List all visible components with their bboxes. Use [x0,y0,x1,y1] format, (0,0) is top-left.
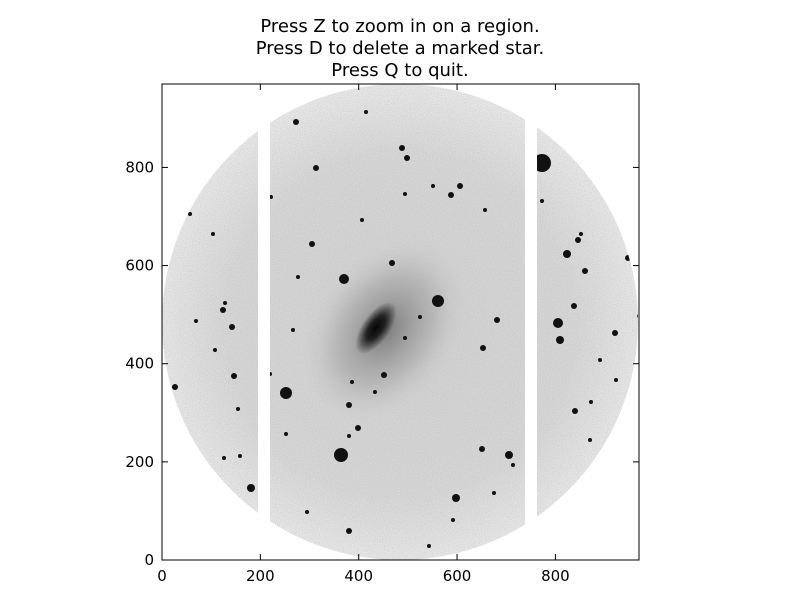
star-marker[interactable] [625,255,631,261]
star-marker[interactable] [373,390,377,394]
star-marker[interactable] [399,145,405,151]
x-tick-label: 800 [541,567,570,585]
star-marker[interactable] [247,484,255,492]
sky-image [162,84,638,560]
star-marker[interactable] [346,402,352,408]
stars-layer [172,110,638,548]
star-marker[interactable] [511,463,515,467]
star-marker[interactable] [457,183,463,189]
star-marker[interactable] [598,358,602,362]
image-axes[interactable] [150,80,650,570]
x-tick-label: 400 [344,567,373,585]
star-marker[interactable] [571,303,577,309]
star-marker[interactable] [347,434,351,438]
y-tick-label: 800 [125,158,154,176]
star-marker[interactable] [553,318,563,328]
title-line-1: Press Z to zoom in on a region. [260,16,540,37]
star-marker[interactable] [452,494,460,502]
star-marker[interactable] [575,237,581,243]
star-marker[interactable] [296,275,300,279]
star-marker[interactable] [582,268,588,274]
star-marker[interactable] [572,408,578,414]
star-marker[interactable] [229,324,235,330]
star-marker[interactable] [309,241,315,247]
star-marker[interactable] [355,425,361,431]
chip-gap-left [258,84,270,560]
star-marker[interactable] [346,528,352,534]
star-marker[interactable] [280,387,292,399]
star-marker[interactable] [431,184,435,188]
star-marker[interactable] [238,454,242,458]
star-marker[interactable] [563,250,571,258]
star-marker[interactable] [612,330,618,336]
x-axis: 0 200 400 600 800 [157,84,570,585]
chip-gap-right [525,84,537,560]
y-tick-label: 0 [144,551,154,569]
star-marker[interactable] [389,260,395,266]
star-marker[interactable] [364,110,368,114]
star-marker[interactable] [480,345,486,351]
star-marker[interactable] [589,400,593,404]
star-marker[interactable] [350,380,354,384]
star-marker[interactable] [403,192,407,196]
star-marker[interactable] [540,199,544,203]
star-marker[interactable] [381,372,387,378]
x-tick-label: 0 [157,567,167,585]
star-marker[interactable] [339,274,349,284]
star-marker[interactable] [588,438,592,442]
star-marker[interactable] [236,407,240,411]
star-marker[interactable] [451,518,455,522]
star-marker[interactable] [211,232,215,236]
star-marker[interactable] [213,348,217,352]
star-marker[interactable] [533,154,551,172]
star-marker[interactable] [432,295,444,307]
star-marker[interactable] [305,510,309,514]
star-marker[interactable] [334,448,348,462]
x-tick-label: 600 [443,567,472,585]
star-marker[interactable] [505,451,513,459]
x-tick-label: 200 [246,567,275,585]
star-marker[interactable] [220,307,226,313]
star-marker[interactable] [404,155,410,161]
y-tick-label: 400 [125,355,154,373]
star-marker[interactable] [222,456,226,460]
galaxy-core [355,302,397,354]
star-marker[interactable] [614,378,618,382]
star-marker[interactable] [483,208,487,212]
star-marker[interactable] [172,384,178,390]
star-marker[interactable] [360,218,364,222]
star-marker[interactable] [403,336,407,340]
star-marker[interactable] [448,192,454,198]
y-tick-label: 600 [125,257,154,275]
title-line-3: Press Q to quit. [331,60,469,81]
star-marker[interactable] [418,315,422,319]
star-marker[interactable] [231,373,237,379]
star-marker[interactable] [188,212,192,216]
star-marker[interactable] [556,336,564,344]
star-marker[interactable] [291,328,295,332]
star-marker[interactable] [479,446,485,452]
axes-border [161,83,640,561]
title-line-2: Press D to delete a marked star. [255,38,545,59]
star-marker[interactable] [194,319,198,323]
y-axis: 0 200 400 600 800 [125,158,639,569]
y-tick-label: 200 [125,453,154,471]
star-marker[interactable] [313,165,319,171]
star-marker[interactable] [293,119,299,125]
star-marker[interactable] [427,544,431,548]
star-marker[interactable] [492,491,496,495]
star-marker[interactable] [494,317,500,323]
star-marker[interactable] [284,432,288,436]
star-marker[interactable] [579,232,583,236]
star-marker[interactable] [223,301,227,305]
